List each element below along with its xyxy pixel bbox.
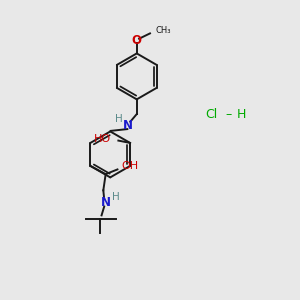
Text: N: N	[123, 119, 133, 132]
Text: –: –	[225, 108, 231, 121]
Text: OH: OH	[121, 161, 138, 172]
Text: Cl: Cl	[206, 108, 218, 121]
Text: H: H	[237, 108, 246, 121]
Text: N: N	[101, 196, 111, 209]
Text: H: H	[112, 192, 120, 202]
Text: H: H	[115, 114, 122, 124]
Text: HO: HO	[94, 134, 111, 144]
Text: O: O	[132, 34, 142, 47]
Text: CH₃: CH₃	[155, 26, 171, 35]
